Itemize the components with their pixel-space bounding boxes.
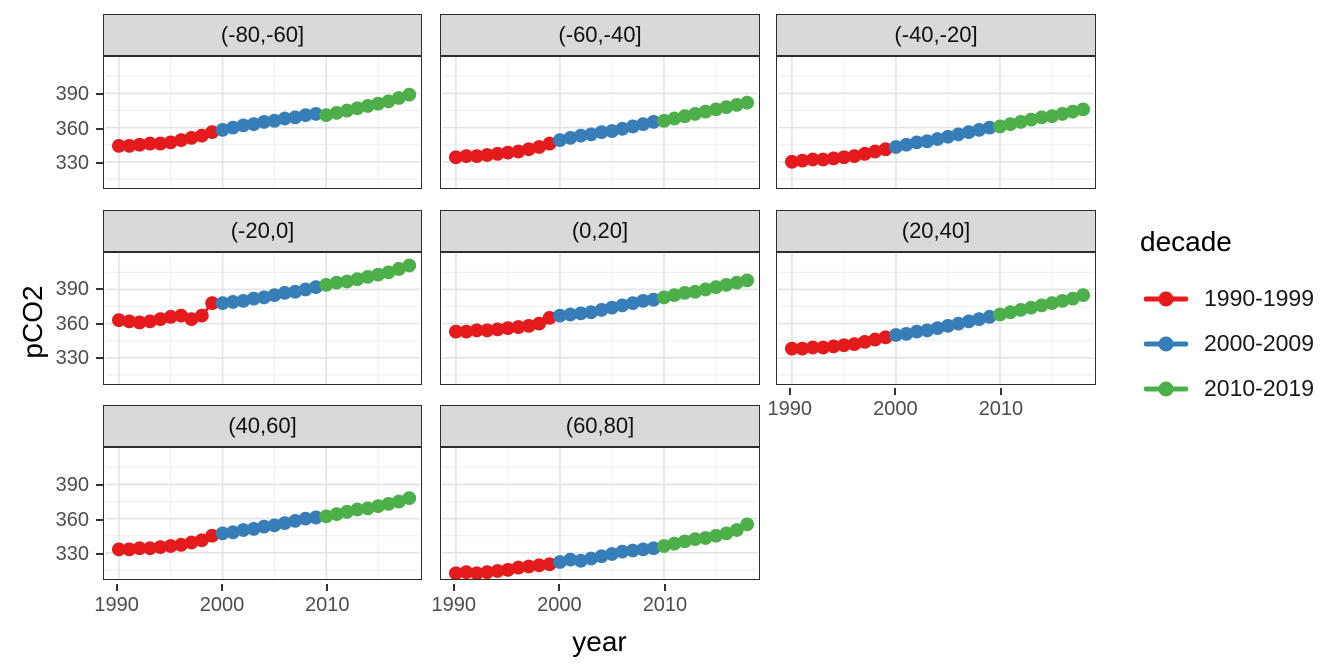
- y-tick-mark: [96, 484, 103, 486]
- legend-entry: 2010-2019: [1140, 366, 1314, 411]
- facet-header: (60,80]: [440, 405, 760, 447]
- y-tick-label: 330: [55, 543, 89, 566]
- facet-panel: (-40,-20]: [776, 14, 1096, 189]
- legend-entry-label: 2000-2009: [1204, 330, 1314, 356]
- y-tick-mark: [96, 357, 103, 360]
- facet-header: (40,60]: [103, 405, 422, 447]
- y-tick-mark: [96, 93, 103, 95]
- legend-entry: 2000-2009: [1140, 321, 1314, 366]
- facet-plot: [440, 56, 760, 189]
- x-tick-label: 2010: [642, 594, 688, 616]
- x-tick-label: 1990: [431, 594, 476, 616]
- legend-entry: 1990-1999: [1140, 276, 1314, 321]
- y-tick-label: 360: [55, 117, 89, 140]
- facet-plot: [103, 447, 422, 580]
- y-tick-mark: [96, 322, 103, 325]
- facet-header: (-20,0]: [103, 210, 422, 252]
- legend-entry-label: 1990-1999: [1204, 285, 1314, 311]
- y-tick-label: 390: [55, 474, 89, 496]
- facet-plot: [103, 56, 422, 189]
- y-tick-label: 330: [55, 152, 89, 175]
- x-tick-mark: [558, 584, 561, 591]
- facet-header: (0,20]: [440, 210, 760, 252]
- x-tick-mark: [220, 584, 223, 591]
- x-tick-mark: [999, 388, 1002, 395]
- legend-key-icon: [1144, 336, 1188, 351]
- x-tick-label: 2000: [199, 594, 245, 616]
- x-tick-label: 2000: [537, 594, 582, 616]
- y-tick-label: 360: [55, 508, 89, 531]
- legend-title: decade: [1140, 226, 1232, 257]
- x-tick-label: 1990: [94, 594, 139, 616]
- facet-panel: (-60,-40]: [440, 14, 760, 189]
- y-tick-mark: [96, 127, 103, 130]
- x-tick-mark: [894, 388, 897, 395]
- facet-panel: (20,40]: [776, 210, 1096, 385]
- x-tick-label: 2010: [978, 398, 1024, 420]
- facet-plot: [776, 252, 1096, 385]
- facet-plot: [440, 252, 760, 385]
- y-tick-label: 390: [55, 278, 89, 300]
- facet-panel: (40,60]: [103, 405, 422, 580]
- legend-entry-label: 2010-2019: [1204, 375, 1314, 401]
- facet-panel: (0,20]: [440, 210, 760, 385]
- y-tick-mark: [96, 553, 103, 556]
- y-tick-label: 390: [55, 83, 89, 105]
- x-tick-mark: [788, 388, 791, 395]
- y-tick-mark: [96, 162, 103, 165]
- facet-plot: [440, 447, 760, 580]
- x-axis-title: year: [572, 626, 627, 657]
- facet-panel: (-20,0]: [103, 210, 422, 385]
- legend-entries: 1990-1999 2000-2009 2010-2019: [1140, 276, 1314, 411]
- x-tick-mark: [326, 584, 329, 591]
- facet-header: (-40,-20]: [776, 14, 1096, 56]
- facet-header: (-80,-60]: [103, 14, 422, 56]
- legend-key-icon: [1144, 291, 1188, 306]
- facet-plot: [103, 252, 422, 385]
- facet-panel: (60,80]: [440, 405, 760, 580]
- y-tick-mark: [96, 288, 103, 290]
- x-tick-label: 2010: [304, 594, 350, 616]
- facet-header: (20,40]: [776, 210, 1096, 252]
- x-tick-mark: [452, 584, 455, 591]
- facet-panel: (-80,-60]: [103, 14, 422, 189]
- facet-plot: [776, 56, 1096, 189]
- x-tick-mark: [115, 584, 118, 591]
- y-tick-label: 360: [55, 312, 89, 335]
- y-tick-label: 330: [55, 347, 89, 370]
- legend-key-icon: [1144, 381, 1188, 396]
- facet-header: (-60,-40]: [440, 14, 760, 56]
- x-tick-label: 2000: [873, 398, 918, 420]
- x-tick-mark: [663, 584, 666, 591]
- legend: decade 1990-1999 2000-2009 2010-2019: [1140, 226, 1314, 411]
- y-tick-mark: [96, 518, 103, 521]
- x-tick-label: 1990: [767, 398, 812, 420]
